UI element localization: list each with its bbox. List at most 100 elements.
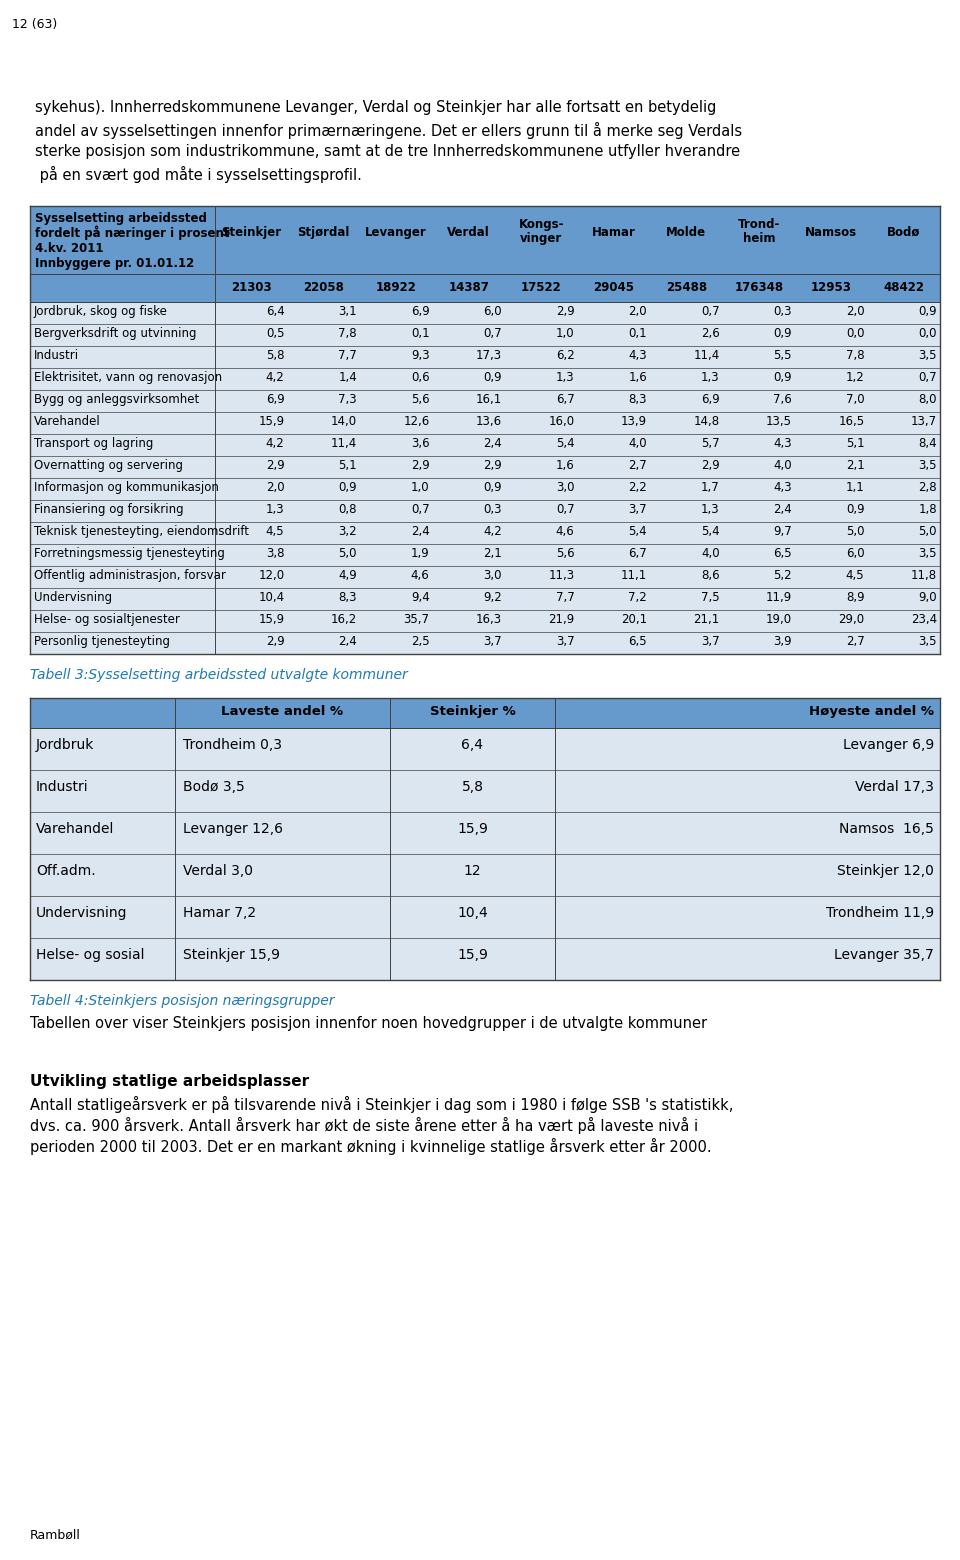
Text: 1,7: 1,7 — [701, 480, 719, 495]
Text: 16,1: 16,1 — [476, 393, 502, 406]
Text: Finansiering og forsikring: Finansiering og forsikring — [34, 502, 183, 516]
Text: 9,3: 9,3 — [411, 349, 429, 362]
Text: 0,9: 0,9 — [774, 371, 792, 384]
Text: 2,1: 2,1 — [846, 459, 865, 473]
Text: 23,4: 23,4 — [911, 613, 937, 626]
Text: 2,4: 2,4 — [411, 526, 429, 538]
Text: 5,8: 5,8 — [266, 349, 284, 362]
Text: 8,4: 8,4 — [919, 437, 937, 449]
Text: 6,7: 6,7 — [628, 548, 647, 560]
Text: 1,3: 1,3 — [701, 371, 719, 384]
Text: 6,9: 6,9 — [411, 306, 429, 318]
Text: Verdal 3,0: Verdal 3,0 — [183, 864, 253, 878]
Text: 1,0: 1,0 — [556, 328, 574, 340]
Text: 10,4: 10,4 — [457, 906, 488, 920]
Text: 176348: 176348 — [734, 281, 783, 293]
FancyBboxPatch shape — [30, 771, 940, 813]
FancyBboxPatch shape — [30, 544, 940, 566]
Text: 7,0: 7,0 — [846, 393, 865, 406]
FancyBboxPatch shape — [30, 729, 940, 771]
Text: 2,4: 2,4 — [773, 502, 792, 516]
Text: 11,4: 11,4 — [331, 437, 357, 449]
Text: 11,9: 11,9 — [766, 591, 792, 604]
Text: Tabell 4:Steinkjers posisjon næringsgrupper: Tabell 4:Steinkjers posisjon næringsgrup… — [30, 994, 334, 1008]
Text: 4,0: 4,0 — [701, 548, 719, 560]
Text: 3,7: 3,7 — [701, 635, 719, 647]
Text: Jordbruk, skog og fiske: Jordbruk, skog og fiske — [34, 306, 168, 318]
Text: 9,0: 9,0 — [919, 591, 937, 604]
Text: 15,9: 15,9 — [457, 948, 488, 963]
Text: perioden 2000 til 2003. Det er en markant økning i kvinnelige statlige årsverk e: perioden 2000 til 2003. Det er en markan… — [30, 1137, 711, 1154]
Text: 2,0: 2,0 — [846, 306, 865, 318]
Text: 2,9: 2,9 — [266, 635, 284, 647]
Text: Bergverksdrift og utvinning: Bergverksdrift og utvinning — [34, 328, 197, 340]
Text: 8,9: 8,9 — [846, 591, 865, 604]
Text: Bodø: Bodø — [887, 226, 921, 239]
Text: 21,1: 21,1 — [693, 613, 719, 626]
Text: Undervisning: Undervisning — [34, 591, 112, 604]
FancyBboxPatch shape — [30, 368, 940, 390]
Text: 6,4: 6,4 — [266, 306, 284, 318]
Text: 5,1: 5,1 — [338, 459, 357, 473]
Text: 5,0: 5,0 — [919, 526, 937, 538]
Text: 1,2: 1,2 — [846, 371, 865, 384]
Text: 2,4: 2,4 — [338, 635, 357, 647]
Text: 25488: 25488 — [665, 281, 707, 293]
Text: Industri: Industri — [36, 780, 88, 794]
Text: Industri: Industri — [34, 349, 79, 362]
Text: 5,4: 5,4 — [701, 526, 719, 538]
Text: 1,4: 1,4 — [338, 371, 357, 384]
Text: 0,7: 0,7 — [701, 306, 719, 318]
Text: 1,9: 1,9 — [411, 548, 429, 560]
Text: 0,9: 0,9 — [919, 306, 937, 318]
Text: 12,6: 12,6 — [403, 415, 429, 427]
Text: 12 (63): 12 (63) — [12, 19, 58, 31]
Text: 8,6: 8,6 — [701, 569, 719, 582]
FancyBboxPatch shape — [30, 206, 940, 275]
Text: heim: heim — [742, 232, 775, 245]
FancyBboxPatch shape — [30, 853, 940, 895]
Text: 3,7: 3,7 — [484, 635, 502, 647]
FancyBboxPatch shape — [30, 566, 940, 588]
Text: Forretningsmessig tjenesteyting: Forretningsmessig tjenesteyting — [34, 548, 225, 560]
Text: Steinkjer 12,0: Steinkjer 12,0 — [837, 864, 934, 878]
Text: 16,2: 16,2 — [331, 613, 357, 626]
Text: Overnatting og servering: Overnatting og servering — [34, 459, 183, 473]
Text: vinger: vinger — [520, 232, 563, 245]
Text: 9,4: 9,4 — [411, 591, 429, 604]
Text: 7,2: 7,2 — [628, 591, 647, 604]
Text: 4,6: 4,6 — [411, 569, 429, 582]
Text: Laveste andel %: Laveste andel % — [222, 705, 344, 718]
Text: 2,9: 2,9 — [411, 459, 429, 473]
Text: Namsos: Namsos — [805, 226, 857, 239]
Text: 1,1: 1,1 — [846, 480, 865, 495]
Text: Kongs-: Kongs- — [518, 218, 564, 231]
Text: 13,9: 13,9 — [621, 415, 647, 427]
Text: Undervisning: Undervisning — [36, 906, 128, 920]
Text: Varehandel: Varehandel — [36, 822, 114, 836]
Text: 0,8: 0,8 — [339, 502, 357, 516]
Text: 29045: 29045 — [593, 281, 635, 293]
Text: Utvikling statlige arbeidsplasser: Utvikling statlige arbeidsplasser — [30, 1073, 309, 1089]
Text: 6,9: 6,9 — [701, 393, 719, 406]
Text: 0,3: 0,3 — [484, 502, 502, 516]
Text: 2,8: 2,8 — [919, 480, 937, 495]
Text: Bodø 3,5: Bodø 3,5 — [183, 780, 245, 794]
Text: 48422: 48422 — [883, 281, 924, 293]
Text: Teknisk tjenesteyting, eiendomsdrift: Teknisk tjenesteyting, eiendomsdrift — [34, 526, 249, 538]
Text: Steinkjer 15,9: Steinkjer 15,9 — [183, 948, 280, 963]
Text: 3,5: 3,5 — [919, 548, 937, 560]
Text: 2,6: 2,6 — [701, 328, 719, 340]
Text: 4,6: 4,6 — [556, 526, 574, 538]
Text: 6,4: 6,4 — [462, 738, 484, 752]
Text: 1,6: 1,6 — [628, 371, 647, 384]
Text: 5,6: 5,6 — [411, 393, 429, 406]
Text: 0,9: 0,9 — [338, 480, 357, 495]
Text: 29,0: 29,0 — [838, 613, 865, 626]
Text: 16,0: 16,0 — [548, 415, 574, 427]
Text: 1,8: 1,8 — [919, 502, 937, 516]
Text: 4,2: 4,2 — [266, 437, 284, 449]
Text: sterke posisjon som industrikommune, samt at de tre Innherredskommunene utfyller: sterke posisjon som industrikommune, sam… — [35, 144, 740, 159]
Text: Trondheim 11,9: Trondheim 11,9 — [826, 906, 934, 920]
Text: Verdal 17,3: Verdal 17,3 — [855, 780, 934, 794]
